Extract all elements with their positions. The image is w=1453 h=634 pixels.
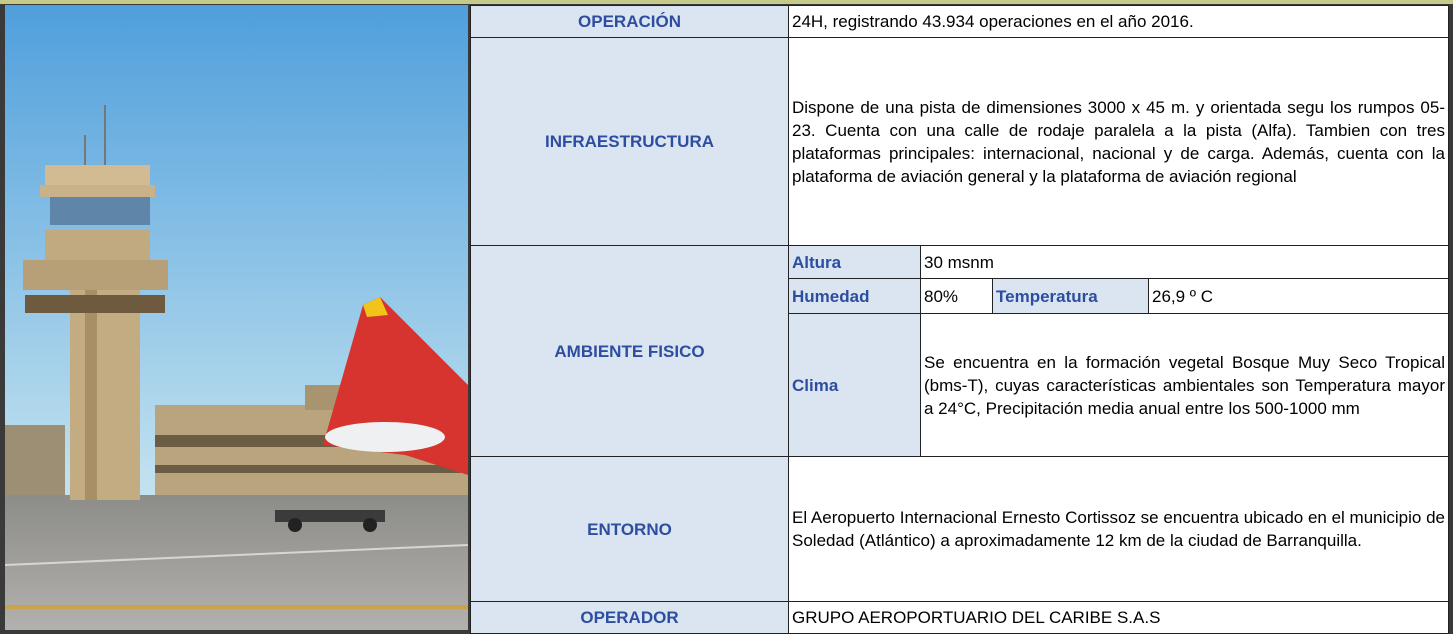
row-label: OPERADOR — [580, 608, 679, 627]
sub-label: Altura — [792, 252, 842, 272]
value-cell: El Aeropuerto Internacional Ernesto Cort… — [788, 456, 1449, 602]
row-value: 24H, registrando 43.934 operaciones en e… — [792, 12, 1194, 31]
sub-label-cell: Altura — [788, 245, 921, 279]
sub-value-cell: 30 msnm — [920, 245, 1449, 279]
sub-label-cell: Temperatura — [992, 278, 1149, 314]
label-cell: AMBIENTE FISICO — [470, 245, 789, 457]
row-value: GRUPO AEROPORTUARIO DEL CARIBE S.A.S — [792, 608, 1161, 627]
sub-value-cell: 26,9 º C — [1148, 278, 1449, 314]
sub-label-cell: Humedad — [788, 278, 921, 314]
row-label: OPERACIÓN — [578, 12, 681, 31]
sub-label: Temperatura — [996, 286, 1098, 306]
row-value: El Aeropuerto Internacional Ernesto Cort… — [792, 508, 1445, 550]
sub-value: 30 msnm — [924, 252, 994, 272]
airport-photo — [5, 5, 468, 630]
row-value: Dispone de una pista de dimensiones 3000… — [792, 97, 1445, 186]
sub-value: 80% — [924, 286, 959, 306]
label-cell: OPERADOR — [470, 601, 789, 634]
row-label: ENTORNO — [587, 519, 672, 539]
sub-label-cell: Clima — [788, 313, 921, 457]
value-cell: 24H, registrando 43.934 operaciones en e… — [788, 5, 1449, 38]
sub-value: 26,9 º C — [1152, 286, 1214, 306]
sub-label: Clima — [792, 375, 839, 395]
sub-label: Humedad — [792, 286, 870, 306]
sub-value: Se encuentra en la formación vegetal Bos… — [924, 352, 1445, 418]
value-cell: Dispone de una pista de dimensiones 3000… — [788, 37, 1449, 246]
sub-value-cell: Se encuentra en la formación vegetal Bos… — [920, 313, 1449, 457]
row-label: AMBIENTE FISICO — [554, 341, 705, 361]
label-cell: OPERACIÓN — [470, 5, 789, 38]
label-cell: ENTORNO — [470, 456, 789, 602]
value-cell: GRUPO AEROPORTUARIO DEL CARIBE S.A.S — [788, 601, 1449, 634]
sub-value-cell: 80% — [920, 278, 993, 314]
row-label: INFRAESTRUCTURA — [544, 132, 715, 151]
label-cell: INFRAESTRUCTURA — [470, 37, 789, 246]
